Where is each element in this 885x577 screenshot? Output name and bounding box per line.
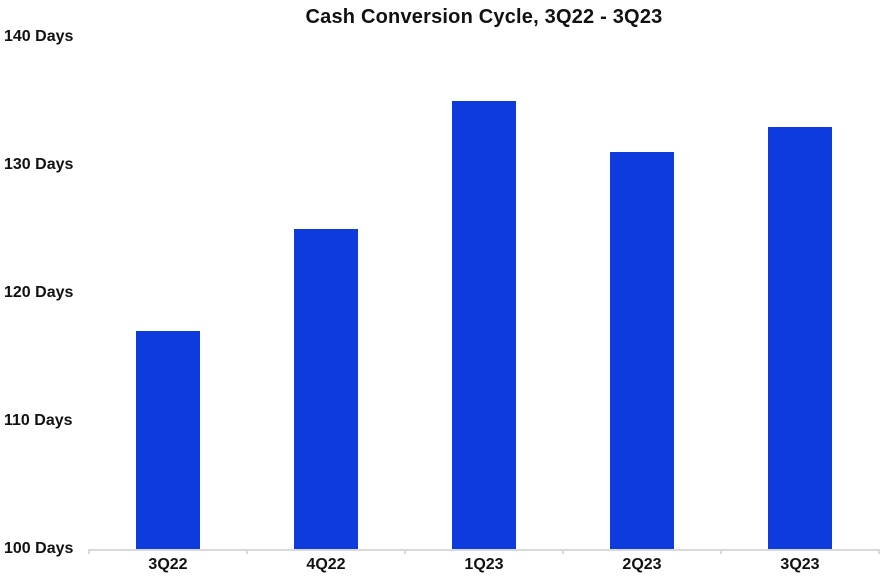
x-axis-line: [89, 549, 879, 551]
bar-3q22: [136, 331, 200, 549]
x-axis-tick: [404, 549, 406, 554]
x-axis-label-1q23: 1Q23: [464, 556, 504, 573]
x-axis-tick: [562, 549, 564, 554]
bar-4q22: [294, 229, 358, 549]
bar-2q23: [610, 152, 674, 549]
x-axis-tick: [720, 549, 722, 554]
y-axis-tick-label: 140 Days: [4, 28, 74, 45]
bar-1q23: [452, 101, 516, 549]
x-axis-tick: [878, 549, 880, 554]
y-axis-tick-label: 130 Days: [4, 156, 74, 173]
y-axis-tick-label: 110 Days: [4, 412, 73, 429]
chart-title: Cash Conversion Cycle, 3Q22 - 3Q23: [305, 6, 663, 28]
x-axis-label-3q22: 3Q22: [148, 556, 188, 573]
y-axis-tick-label: 100 Days: [4, 540, 74, 557]
bar-3q23: [768, 126, 832, 549]
x-axis-label-3q23: 3Q23: [780, 556, 820, 573]
y-axis-tick-label: 120 Days: [4, 284, 74, 301]
x-axis-label-2q23: 2Q23: [622, 556, 662, 573]
x-axis-tick: [88, 549, 90, 554]
x-axis-label-4q22: 4Q22: [306, 556, 346, 573]
x-axis-tick: [246, 549, 248, 554]
